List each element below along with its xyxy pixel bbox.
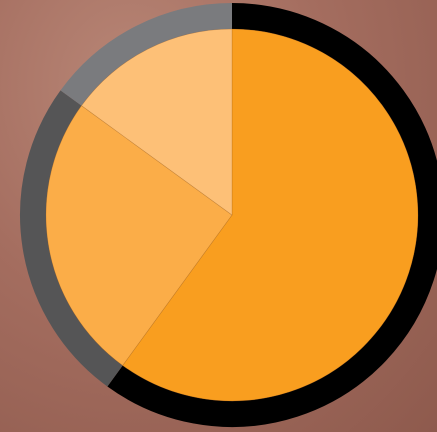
- chart: [0, 0, 437, 432]
